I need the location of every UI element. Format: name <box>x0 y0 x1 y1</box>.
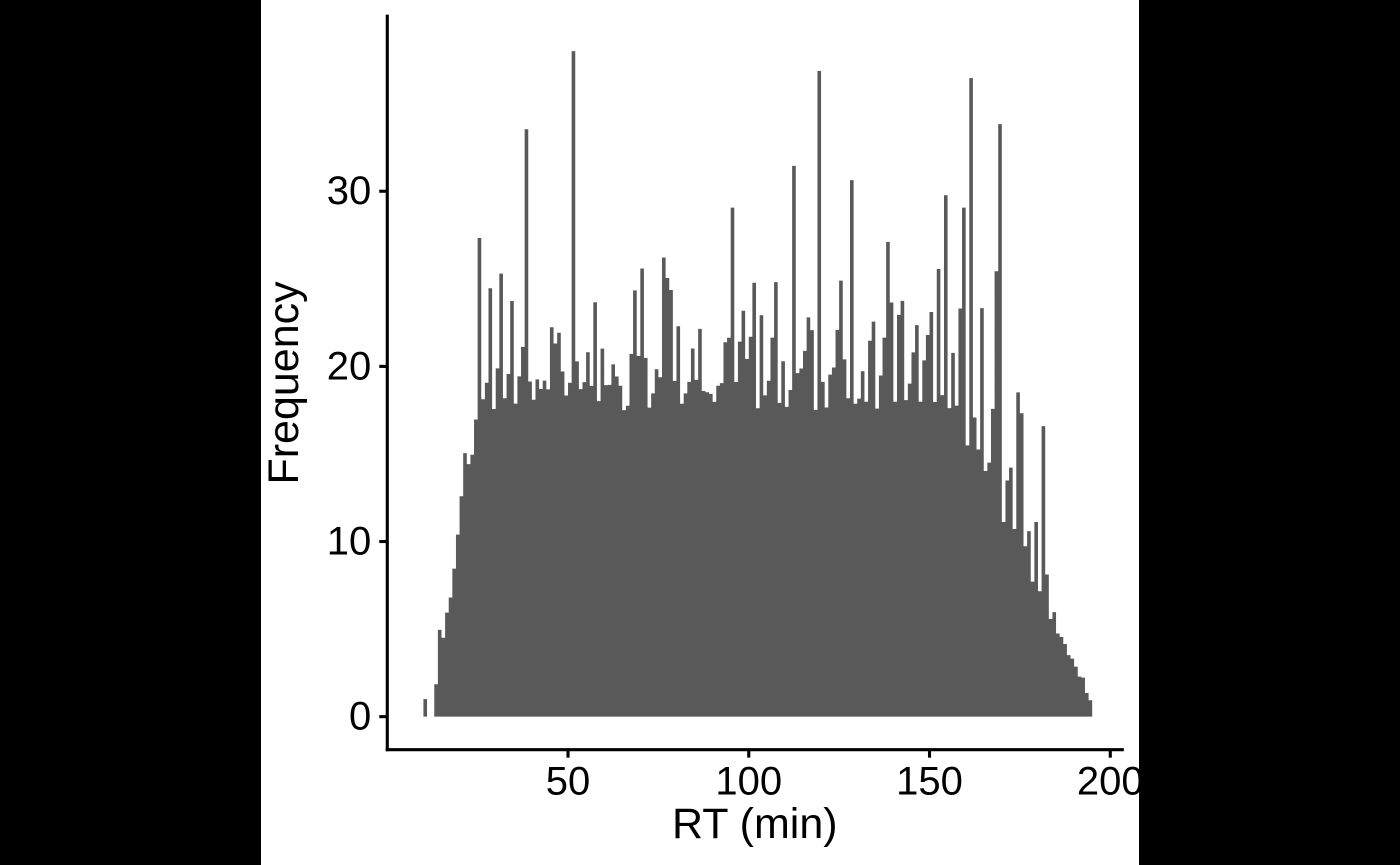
svg-text:RT (min): RT (min) <box>672 800 838 848</box>
svg-text:150: 150 <box>896 760 963 804</box>
svg-text:Frequency: Frequency <box>260 281 308 485</box>
svg-text:20: 20 <box>327 344 372 388</box>
svg-text:100: 100 <box>715 760 782 804</box>
svg-text:0: 0 <box>349 695 371 739</box>
svg-text:200: 200 <box>1077 760 1144 804</box>
svg-text:30: 30 <box>327 169 372 213</box>
svg-text:10: 10 <box>327 520 372 564</box>
svg-text:50: 50 <box>546 760 591 804</box>
